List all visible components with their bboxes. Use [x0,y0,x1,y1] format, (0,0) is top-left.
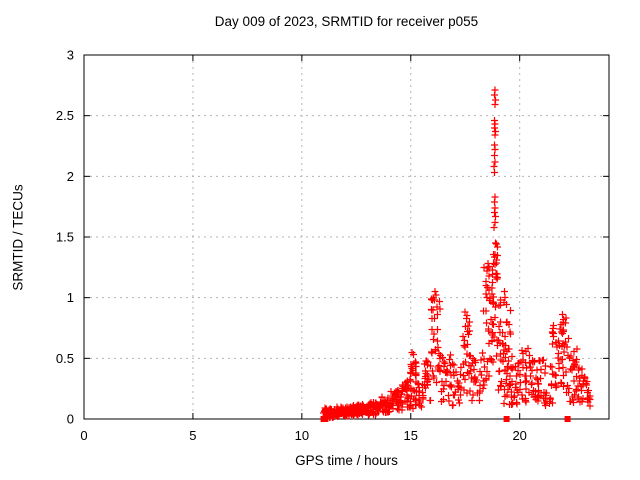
zero-marker [564,416,571,422]
zero-marker [503,416,510,422]
x-axis-label: GPS time / hours [295,453,398,468]
y-tick-label: 0 [67,412,74,427]
x-tick-label: 20 [512,428,526,443]
chart-title: Day 009 of 2023, SRMTID for receiver p05… [214,14,479,29]
x-tick-label: 10 [295,428,309,443]
zero-marker [322,416,329,422]
y-tick-label: 0.5 [56,351,74,366]
y-tick-label: 2 [67,169,74,184]
y-tick-label: 1.5 [56,230,74,245]
x-tick-label: 15 [404,428,418,443]
y-tick-label: 2.5 [56,108,74,123]
y-tick-label: 1 [67,290,74,305]
y-tick-label: 3 [67,48,74,63]
data-points [320,86,594,421]
x-tick-label: 5 [189,428,196,443]
x-tick-label: 0 [80,428,87,443]
